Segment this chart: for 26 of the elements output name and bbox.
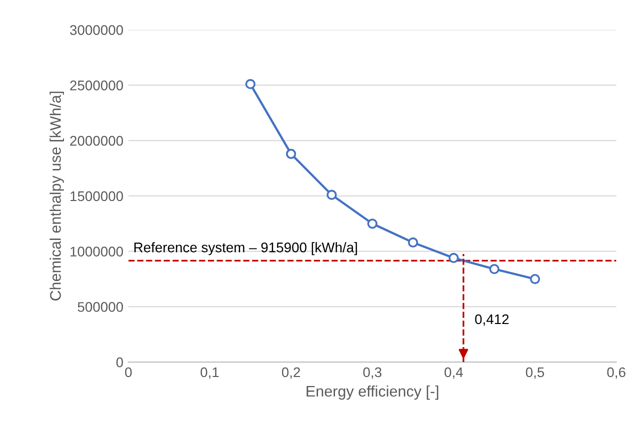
y-tick-label: 3000000 [70, 25, 123, 35]
x-tick-label: 0,6 [607, 367, 626, 379]
y-tick-label: 1500000 [70, 191, 123, 202]
x-tick-label: 0,5 [526, 367, 544, 379]
point [286, 148, 296, 159]
x-tick-label: 0,1 [200, 367, 219, 379]
x-axis-title: Energy efficiency [-] [306, 385, 438, 400]
point [448, 252, 459, 264]
point [408, 237, 418, 248]
point [489, 264, 500, 274]
x-tick-label: 0,2 [282, 367, 300, 379]
x-tick-label: 0,4 [444, 367, 463, 379]
y-tick-label: 500000 [78, 302, 123, 312]
x-tick-label: 0,3 [363, 367, 382, 379]
x-tick-label: 0 [125, 367, 132, 378]
y-tick-label: 0 [116, 357, 123, 368]
ref-line-label: 0,412 [475, 314, 509, 326]
point [367, 218, 378, 229]
ref-line-label: Reference system – 915900 [kWh/a] [134, 242, 357, 256]
point [530, 274, 540, 284]
y-tick-label: 1000000 [70, 246, 123, 257]
y-axis-title: Chemical enthalpy use [kWh/a] [50, 92, 64, 300]
point [245, 79, 256, 90]
y-tick-label: 2000000 [70, 136, 123, 146]
point [326, 190, 337, 200]
y-tick-label: 2500000 [70, 80, 123, 90]
